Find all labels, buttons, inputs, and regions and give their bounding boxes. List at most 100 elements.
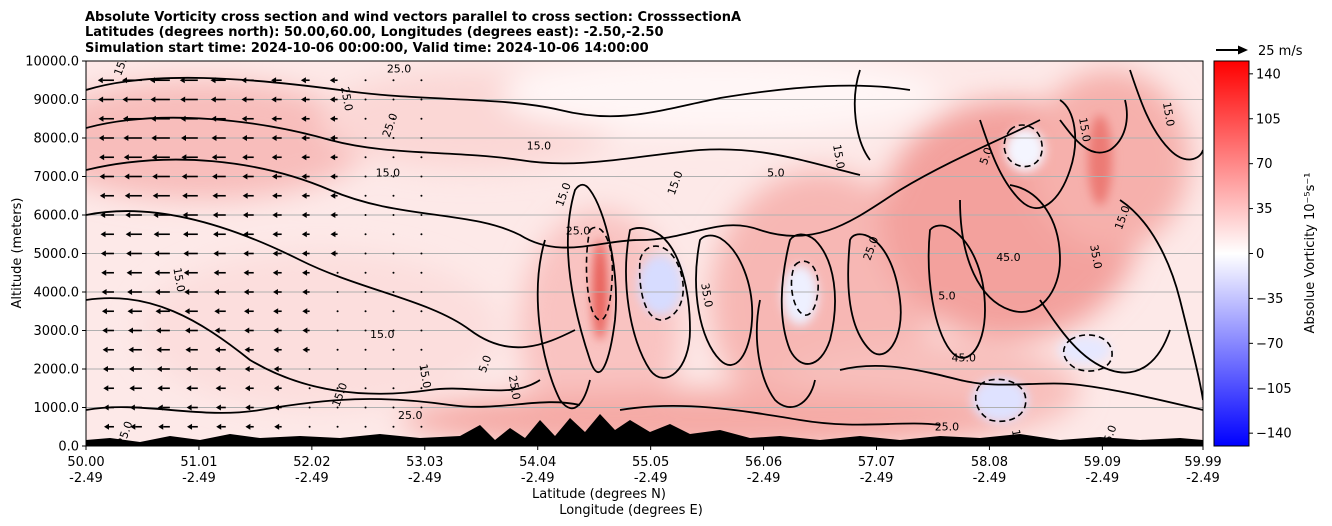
wind-vector-head bbox=[76, 193, 81, 199]
negative-pocket bbox=[638, 255, 682, 315]
wind-vector-head bbox=[101, 289, 107, 295]
y-tick-label: 0.0 bbox=[58, 440, 79, 455]
contour-label: 15.0 bbox=[376, 167, 401, 180]
wind-vector-head bbox=[130, 423, 136, 430]
wind-vector-head bbox=[301, 96, 307, 103]
wind-vector-head bbox=[78, 385, 83, 391]
wind-vector bbox=[336, 271, 339, 274]
negative-contour-lines bbox=[585, 124, 1113, 422]
wind-vector-head bbox=[182, 192, 188, 199]
wind-vector bbox=[420, 137, 423, 139]
wind-vector-head bbox=[215, 404, 221, 411]
wind-vector bbox=[392, 271, 395, 274]
wind-vector-head bbox=[155, 289, 161, 295]
colorbar-tick-label: 35 bbox=[1256, 202, 1273, 217]
wind-vector bbox=[364, 387, 367, 390]
shade-blob bbox=[500, 61, 940, 135]
wind-vector-head bbox=[100, 212, 106, 218]
y-tick-label: 3000.0 bbox=[34, 324, 80, 339]
wind-vector bbox=[364, 137, 367, 139]
wind-vector-head bbox=[214, 327, 220, 334]
negative-contour bbox=[1062, 334, 1113, 372]
wind-vector-head bbox=[186, 404, 192, 411]
wind-vector-head bbox=[272, 231, 278, 238]
contour-label: 25.0 bbox=[387, 63, 412, 76]
wind-vector-head bbox=[122, 77, 128, 84]
wind-vectors bbox=[76, 77, 423, 430]
wind-vector-head bbox=[122, 96, 128, 103]
wind-vector-head bbox=[128, 346, 134, 353]
wind-vector-head bbox=[158, 423, 164, 430]
wind-vector-head bbox=[273, 366, 279, 372]
wind-vector bbox=[336, 406, 339, 409]
wind-vector-head bbox=[103, 423, 109, 430]
wind-vector-head bbox=[183, 269, 189, 276]
contour-label: 5.0 bbox=[476, 354, 494, 375]
wind-vector-head bbox=[157, 404, 163, 411]
wind-vector-head bbox=[157, 385, 163, 392]
wind-vector bbox=[420, 406, 423, 409]
wind-vector-head bbox=[212, 192, 218, 199]
wind-vector-head bbox=[103, 385, 109, 392]
wind-vector-head bbox=[271, 173, 277, 180]
wind-vector bbox=[392, 117, 395, 120]
wind-vector-head bbox=[301, 250, 307, 257]
wind-vector bbox=[336, 310, 339, 313]
contour-line bbox=[86, 297, 541, 395]
wind-vector bbox=[392, 387, 395, 390]
wind-vector-head bbox=[126, 269, 132, 276]
wind-vector-head bbox=[98, 135, 104, 141]
contour-line bbox=[86, 119, 1041, 249]
wind-vector-head bbox=[211, 154, 217, 161]
wind-vector-head bbox=[102, 346, 108, 353]
wind-vector-head bbox=[273, 308, 279, 315]
quiver-key: 25 m/s bbox=[1216, 44, 1303, 59]
contour-line bbox=[780, 233, 836, 365]
colorbar-tick-label: −105 bbox=[1256, 382, 1292, 397]
wind-vector bbox=[336, 329, 339, 332]
wind-vector bbox=[420, 79, 423, 82]
contour-line bbox=[566, 183, 617, 374]
y-tick-label: 2000.0 bbox=[34, 363, 80, 378]
wind-vector bbox=[364, 406, 367, 409]
wind-vector-head bbox=[211, 115, 217, 122]
wind-vector-head bbox=[302, 289, 308, 295]
wind-vector-head bbox=[153, 231, 159, 238]
wind-vector-head bbox=[213, 269, 219, 276]
wind-vector bbox=[420, 175, 423, 178]
colorbar-tick-label: 140 bbox=[1256, 67, 1281, 82]
plot-area: 15.0 25.0 25.0 25.0 15.0 15.0 15.0 15.0 15.0 5.0 1… bbox=[76, 61, 1203, 446]
contour-label: 5.0 bbox=[977, 146, 995, 167]
wind-vector bbox=[392, 406, 395, 409]
wind-vector-head bbox=[271, 115, 277, 122]
colorbar bbox=[1213, 60, 1250, 447]
wind-vector-head bbox=[76, 116, 81, 122]
wind-vector-head bbox=[185, 327, 191, 334]
contour-label: 25.0 bbox=[566, 224, 591, 237]
wind-vector-head bbox=[242, 192, 248, 199]
quiver-key-label: 25 m/s bbox=[1258, 44, 1303, 59]
wind-vector bbox=[392, 368, 395, 370]
wind-vector-head bbox=[272, 212, 278, 218]
contour-line bbox=[1039, 299, 1171, 374]
x-tick-label-latitude: 53.03 bbox=[406, 455, 443, 470]
wind-vector bbox=[364, 310, 367, 313]
wind-vector-head bbox=[100, 250, 106, 257]
x-axis: 50.00-2.4951.01-2.4952.02-2.4953.03-2.49… bbox=[67, 446, 1222, 486]
wind-vector-head bbox=[244, 327, 250, 334]
wind-vector bbox=[364, 175, 367, 178]
wind-vector-head bbox=[245, 423, 251, 430]
wind-vector-head bbox=[274, 423, 280, 430]
wind-vector-head bbox=[301, 192, 307, 199]
wind-vector bbox=[364, 425, 367, 428]
contour-label: 5.0 bbox=[938, 290, 956, 303]
wind-vector-head bbox=[124, 173, 130, 180]
negative-contour bbox=[974, 378, 1027, 422]
wind-vector-head bbox=[214, 308, 220, 315]
wind-vector bbox=[420, 214, 423, 216]
wind-vector bbox=[420, 233, 423, 236]
wind-vector bbox=[392, 425, 395, 428]
wind-vector bbox=[392, 291, 395, 293]
wind-vector-head bbox=[151, 154, 157, 161]
